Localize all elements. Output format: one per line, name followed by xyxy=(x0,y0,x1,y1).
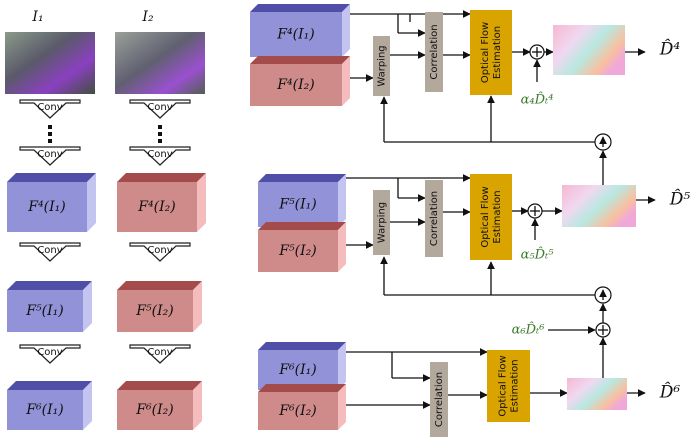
box-top xyxy=(7,281,92,290)
estimator-box xyxy=(487,350,530,422)
box-side xyxy=(342,4,350,57)
label: Estimation xyxy=(510,359,521,412)
label: Correlation xyxy=(429,191,440,246)
label: α₄D̂ₜ⁴ xyxy=(521,91,554,107)
label: Optical Flow xyxy=(498,355,509,416)
dot xyxy=(48,132,52,136)
flow-image xyxy=(562,185,636,227)
box-top xyxy=(258,222,346,230)
box-side xyxy=(338,222,346,272)
label: D̂⁴ xyxy=(659,39,681,59)
label: Conv xyxy=(37,347,62,358)
label: Correlation xyxy=(434,372,445,427)
box-top xyxy=(250,4,350,12)
label: Conv xyxy=(147,245,172,256)
label: F⁵(I₁) xyxy=(25,303,63,319)
box-top xyxy=(258,384,346,392)
label: Conv xyxy=(37,149,62,160)
label: F⁴(I₂) xyxy=(137,199,175,215)
label: F⁴(I₁) xyxy=(27,199,65,215)
box-top xyxy=(250,56,350,64)
box-side xyxy=(87,173,96,232)
box-top xyxy=(117,173,206,182)
label: I₂ xyxy=(141,9,154,25)
label: Optical Flow xyxy=(480,22,491,83)
label: D̂⁶ xyxy=(659,382,681,402)
label: Estimation xyxy=(492,190,503,243)
label: Optical Flow xyxy=(480,186,491,247)
box-top xyxy=(258,342,346,350)
label: F⁶(I₂) xyxy=(278,403,316,419)
box-top xyxy=(7,173,96,182)
dot xyxy=(48,139,52,143)
label: F⁶(I₂) xyxy=(135,402,173,418)
box-side xyxy=(193,281,202,332)
label: α₅D̂ₜ⁵ xyxy=(521,246,555,262)
flow-image xyxy=(553,25,625,75)
box-top xyxy=(7,381,92,390)
label: D̂⁵ xyxy=(669,189,690,209)
label: I₁ xyxy=(31,9,43,25)
label: Correlation xyxy=(429,24,440,79)
label: Conv xyxy=(37,102,62,113)
box-top xyxy=(117,281,202,290)
diagram: I₁ Conv Conv F⁴(I₁) Conv F⁵(I₁) Conv F⁶(I₁) I₂ Co… xyxy=(0,0,690,441)
box-side xyxy=(342,56,350,106)
layer: I₁ Conv Conv F⁴(I₁) Conv F⁵(I₁) Conv F⁶(I₁) I₂ Co… xyxy=(5,4,690,437)
label: Warping xyxy=(377,45,388,86)
label: α₆D̂ₜ⁶ xyxy=(512,321,545,337)
label: Estimation xyxy=(492,26,503,79)
label: F⁴(I₁) xyxy=(276,27,314,43)
label: Conv xyxy=(37,245,62,256)
box-top xyxy=(258,174,346,182)
label: Warping xyxy=(377,202,388,243)
label: F⁵(I₂) xyxy=(135,303,173,319)
label: F⁶(I₁) xyxy=(25,402,63,418)
label: F⁶(I₁) xyxy=(278,362,316,378)
label: Conv xyxy=(147,347,172,358)
flow-image xyxy=(567,378,627,410)
input-image xyxy=(115,32,205,94)
dot xyxy=(158,139,162,143)
box-side xyxy=(338,384,346,430)
box-side xyxy=(338,342,346,390)
label: F⁵(I₁) xyxy=(278,197,316,213)
label: F⁴(I₂) xyxy=(276,77,314,93)
dot xyxy=(48,125,52,129)
box-side xyxy=(338,174,346,227)
box-top xyxy=(117,381,202,390)
dot xyxy=(158,132,162,136)
input-image xyxy=(5,32,95,94)
label: Conv xyxy=(147,149,172,160)
box-side xyxy=(197,173,206,232)
label: Conv xyxy=(147,102,172,113)
estimator-box xyxy=(470,174,512,260)
estimator-box xyxy=(470,10,512,95)
dot xyxy=(158,125,162,129)
label: F⁵(I₂) xyxy=(278,243,316,259)
